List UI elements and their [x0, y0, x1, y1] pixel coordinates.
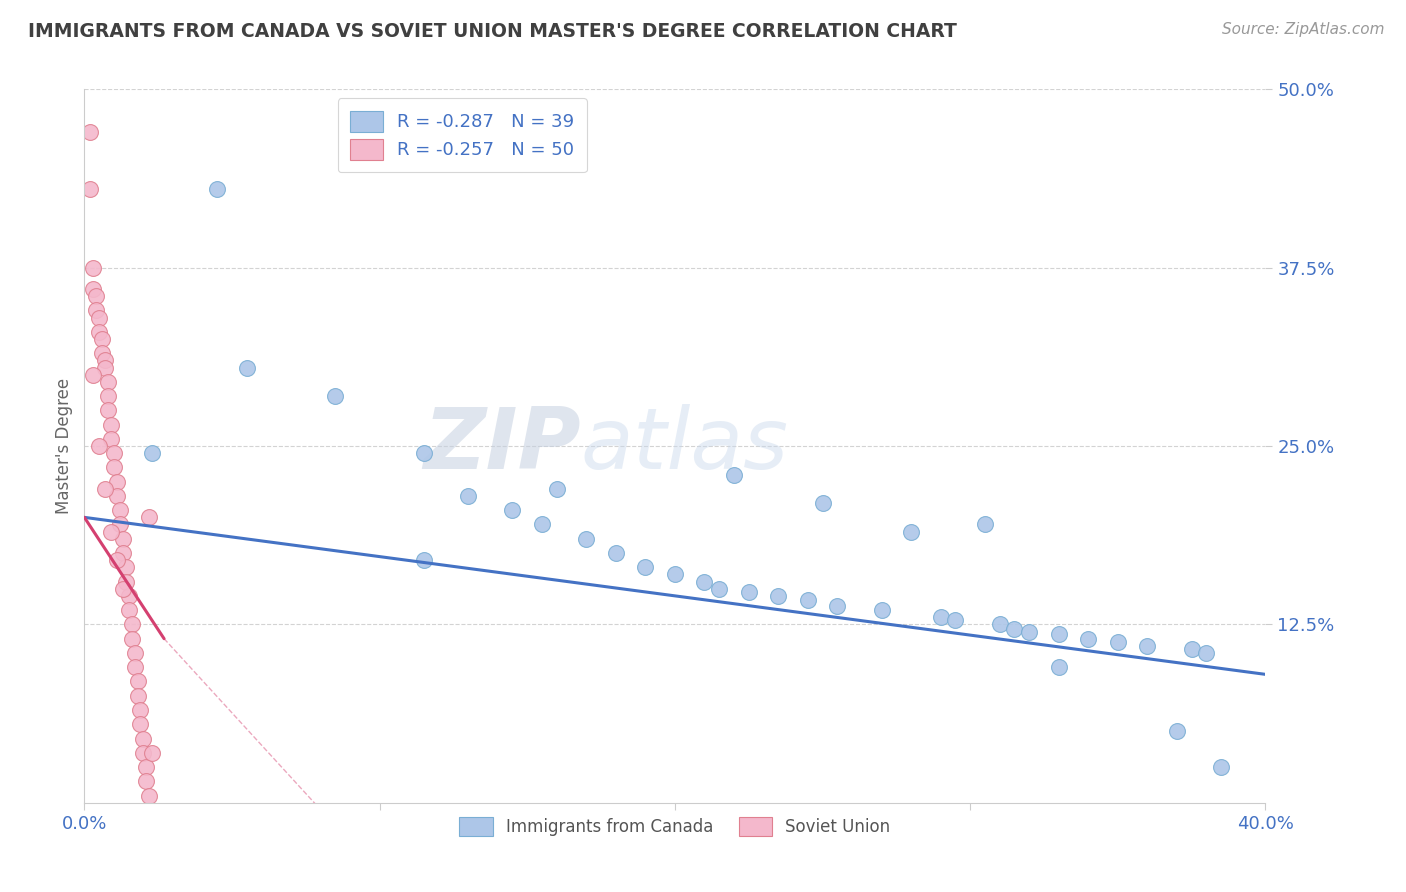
Point	[141, 746, 163, 760]
Text: atlas: atlas	[581, 404, 789, 488]
Point	[124, 660, 146, 674]
Point	[127, 689, 149, 703]
Point	[138, 789, 160, 803]
Point	[135, 760, 157, 774]
Point	[811, 496, 834, 510]
Point	[105, 553, 128, 567]
Point	[87, 310, 111, 325]
Point	[103, 446, 125, 460]
Point	[108, 517, 131, 532]
Point	[413, 553, 436, 567]
Point	[91, 332, 114, 346]
Y-axis label: Master's Degree: Master's Degree	[55, 378, 73, 514]
Point	[114, 574, 136, 589]
Point	[693, 574, 716, 589]
Point	[114, 560, 136, 574]
Point	[325, 389, 347, 403]
Point	[87, 325, 111, 339]
Point	[111, 532, 134, 546]
Text: ZIP: ZIP	[423, 404, 581, 488]
Point	[634, 560, 657, 574]
Point	[97, 375, 120, 389]
Point	[94, 353, 117, 368]
Point	[236, 360, 259, 375]
Point	[118, 603, 141, 617]
Point	[84, 289, 107, 303]
Point	[1047, 627, 1070, 641]
Point	[827, 599, 849, 613]
Text: IMMIGRANTS FROM CANADA VS SOVIET UNION MASTER'S DEGREE CORRELATION CHART: IMMIGRANTS FROM CANADA VS SOVIET UNION M…	[28, 22, 957, 41]
Point	[82, 282, 104, 296]
Point	[127, 674, 149, 689]
Legend: Immigrants from Canada, Soviet Union: Immigrants from Canada, Soviet Union	[451, 808, 898, 845]
Point	[79, 125, 101, 139]
Point	[141, 446, 163, 460]
Point	[100, 432, 122, 446]
Point	[94, 360, 117, 375]
Point	[118, 589, 141, 603]
Point	[108, 503, 131, 517]
Point	[97, 389, 120, 403]
Point	[82, 260, 104, 275]
Point	[124, 646, 146, 660]
Point	[929, 610, 952, 624]
Point	[105, 489, 128, 503]
Point	[974, 517, 997, 532]
Point	[605, 546, 627, 560]
Point	[723, 467, 745, 482]
Point	[82, 368, 104, 382]
Point	[135, 774, 157, 789]
Text: Source: ZipAtlas.com: Source: ZipAtlas.com	[1222, 22, 1385, 37]
Point	[768, 589, 790, 603]
Point	[129, 703, 152, 717]
Point	[138, 510, 160, 524]
Point	[91, 346, 114, 360]
Point	[900, 524, 922, 539]
Point	[207, 182, 229, 196]
Point	[501, 503, 523, 517]
Point	[1136, 639, 1159, 653]
Point	[1047, 660, 1070, 674]
Point	[1018, 624, 1040, 639]
Point	[1166, 724, 1188, 739]
Point	[1211, 760, 1233, 774]
Point	[111, 546, 134, 560]
Point	[79, 182, 101, 196]
Point	[664, 567, 686, 582]
Point	[132, 731, 155, 746]
Point	[945, 613, 967, 627]
Point	[87, 439, 111, 453]
Point	[413, 446, 436, 460]
Point	[105, 475, 128, 489]
Point	[1107, 634, 1129, 648]
Point	[132, 746, 155, 760]
Point	[870, 603, 893, 617]
Point	[738, 584, 761, 599]
Point	[100, 524, 122, 539]
Point	[111, 582, 134, 596]
Point	[1195, 646, 1218, 660]
Point	[97, 403, 120, 417]
Point	[575, 532, 598, 546]
Point	[546, 482, 568, 496]
Point	[1181, 641, 1204, 656]
Point	[121, 632, 143, 646]
Point	[94, 482, 117, 496]
Point	[84, 303, 107, 318]
Point	[100, 417, 122, 432]
Point	[129, 717, 152, 731]
Point	[103, 460, 125, 475]
Point	[988, 617, 1011, 632]
Point	[797, 593, 820, 607]
Point	[709, 582, 731, 596]
Point	[1004, 622, 1026, 636]
Point	[457, 489, 479, 503]
Point	[1077, 632, 1099, 646]
Point	[531, 517, 554, 532]
Point	[121, 617, 143, 632]
